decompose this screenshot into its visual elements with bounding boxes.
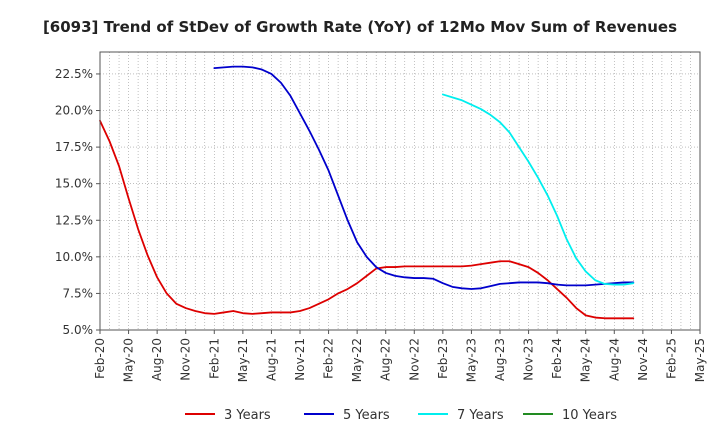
y-tick-label: 10.0% (55, 250, 93, 264)
y-tick-label: 5.0% (63, 323, 94, 337)
x-tick-label: Feb-25 (664, 338, 678, 379)
x-tick-label: Feb-21 (207, 338, 221, 379)
x-tick-label: Feb-20 (93, 338, 107, 379)
x-tick-label: Feb-23 (436, 338, 450, 379)
x-tick-label: Nov-24 (636, 338, 650, 381)
plot-frame (99, 51, 701, 331)
x-tick-label: May-20 (122, 338, 136, 382)
legend: 3 Years 5 Years 7 Years 10 Years (185, 408, 617, 423)
x-tick-label: Aug-21 (264, 338, 278, 381)
x-tick-label: May-21 (236, 338, 250, 382)
series-line-3-years (99, 119, 635, 320)
series-line-5-years (213, 65, 635, 290)
y-axis: 5.0% 7.5% 10.0% 12.5% 15.0% 17.5% 20.0% 22.5% (55, 67, 100, 337)
y-tick-label: 12.5% (55, 213, 93, 227)
x-tick-label: May-22 (350, 338, 364, 382)
x-tick-label: May-25 (693, 338, 707, 382)
grid (100, 52, 700, 331)
x-tick-label: Feb-24 (550, 338, 564, 379)
x-tick-label: Feb-22 (322, 338, 336, 379)
x-tick-label: May-23 (464, 338, 478, 382)
legend-label: 5 Years (343, 408, 390, 423)
series-layer (99, 65, 635, 320)
series-line-7-years (441, 93, 635, 286)
x-tick-label: Aug-24 (607, 338, 621, 381)
x-tick-label: May-24 (579, 338, 593, 382)
y-tick-label: 20.0% (55, 104, 93, 118)
y-tick-label: 22.5% (55, 67, 93, 81)
legend-label: 3 Years (224, 408, 271, 423)
x-tick-label: Aug-23 (493, 338, 507, 381)
y-tick-label: 17.5% (55, 140, 93, 154)
legend-label: 10 Years (562, 408, 617, 423)
x-tick-label: Nov-20 (179, 338, 193, 381)
x-axis: Feb-20 May-20 Aug-20 Nov-20 Feb-21 May-21 Aug-… (93, 330, 707, 382)
x-tick-label: Nov-22 (407, 338, 421, 381)
x-tick-label: Aug-20 (150, 338, 164, 381)
y-tick-label: 15.0% (55, 177, 93, 191)
x-tick-label: Nov-21 (293, 338, 307, 381)
y-tick-label: 7.5% (63, 286, 94, 300)
legend-label: 7 Years (457, 408, 504, 423)
x-tick-label: Nov-23 (522, 338, 536, 381)
x-tick-label: Aug-22 (379, 338, 393, 381)
chart-title: [6093] Trend of StDev of Growth Rate (Yo… (43, 18, 677, 36)
